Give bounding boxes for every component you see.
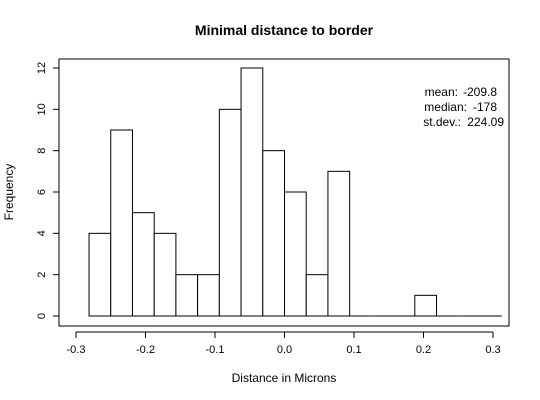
histogram-bar xyxy=(218,108,242,317)
histogram-bar xyxy=(305,274,329,317)
stat-mean-label: mean: xyxy=(425,85,458,99)
y-tick-label: 6 xyxy=(36,189,48,195)
stat-median-label: median: xyxy=(424,100,467,114)
x-tick-label: 0.0 xyxy=(277,344,292,356)
histogram-bar xyxy=(175,274,199,317)
histogram-bar xyxy=(88,232,112,317)
y-axis: 0 2 4 6 8 10 12 xyxy=(36,62,60,319)
histogram-bar xyxy=(414,294,438,317)
histogram-bar xyxy=(131,212,155,317)
chart-title: Minimal distance to border xyxy=(195,22,374,38)
x-tick-label: 0.1 xyxy=(346,344,361,356)
histogram-bar xyxy=(197,274,220,317)
x-tick-label: -0.1 xyxy=(206,344,225,356)
stat-median-value: -178 xyxy=(473,100,497,114)
stat-mean-value: -209.8 xyxy=(463,85,497,99)
x-tick-label: -0.3 xyxy=(67,344,86,356)
x-tick-label: 0.2 xyxy=(416,344,431,356)
histogram-bar xyxy=(153,232,177,317)
y-tick-label: 4 xyxy=(36,230,48,236)
y-tick-label: 8 xyxy=(36,148,48,154)
x-axis: -0.3 -0.2 -0.1 0.0 0.1 0.2 0.3 xyxy=(67,331,501,356)
bars-group xyxy=(88,67,502,317)
histogram-bar xyxy=(240,67,264,317)
histogram-bar xyxy=(262,150,285,317)
y-tick-label: 0 xyxy=(36,313,48,319)
histogram-bar xyxy=(110,129,133,317)
y-tick-label: 12 xyxy=(36,62,48,74)
y-tick-label: 2 xyxy=(36,272,48,278)
summary-stats: mean: -209.8 median: -178 st.dev.: 224.0… xyxy=(423,85,504,129)
stat-stdev-label: st.dev.: xyxy=(423,115,461,129)
stat-stdev-value: 224.09 xyxy=(467,115,504,129)
x-tick-label: -0.2 xyxy=(136,344,155,356)
x-tick-label: 0.3 xyxy=(485,344,500,356)
histogram-bar xyxy=(284,191,307,317)
y-tick-label: 10 xyxy=(36,103,48,115)
histogram-bar xyxy=(327,170,351,317)
y-axis-label: Frequency xyxy=(2,164,16,221)
x-axis-label: Distance in Microns xyxy=(232,371,337,385)
